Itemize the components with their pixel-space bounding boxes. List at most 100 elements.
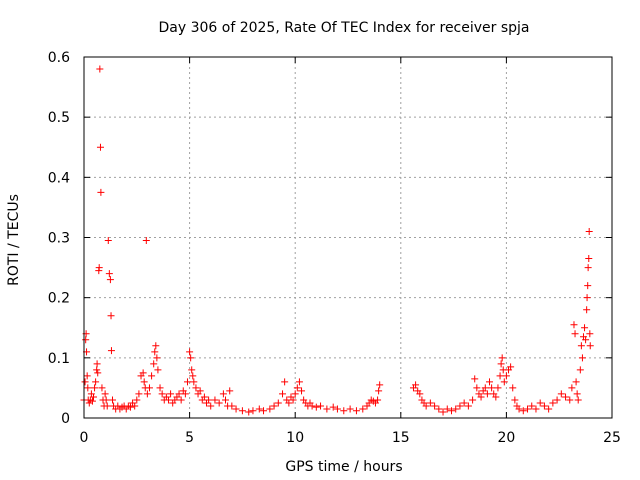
data-point [291,390,299,398]
data-point [92,378,100,386]
data-point [412,381,420,389]
data-point [443,405,451,413]
data-point [549,399,557,407]
data-point [582,336,590,344]
data-point [519,407,527,415]
data-point [507,363,515,371]
data-point [255,405,263,413]
data-point [583,294,591,302]
data-point [375,387,383,395]
data-point [586,342,594,350]
data-point [583,306,591,314]
data-point [439,408,447,416]
data-point [435,405,443,413]
data-point [524,405,532,413]
data-point [186,348,194,356]
x-tick-label: 5 [185,430,194,446]
data-point [103,402,111,410]
data-point [98,384,106,392]
data-point [107,312,115,320]
data-point [207,402,215,410]
data-point [281,378,289,386]
data-point [585,227,593,235]
data-point [416,390,424,398]
data-point [498,354,506,362]
data-point [422,402,430,410]
data-point [426,399,434,407]
data-point [97,188,105,196]
data-point [177,396,185,404]
data-point [329,403,337,411]
data-point [154,366,162,374]
x-tick-label: 10 [286,430,304,446]
y-axis-tick-labels: 0 0.1 0.2 0.3 0.4 0.5 0.6 [48,50,70,427]
data-point [464,402,472,410]
data-point [104,237,112,245]
data-point [293,384,301,392]
data-point [572,378,580,386]
data-point [477,393,485,401]
data-point [317,402,325,410]
data-point [571,330,579,338]
y-tick-label: 0.2 [48,291,70,307]
data-point [102,396,110,404]
data-point [528,402,536,410]
y-axis-label: ROTI / TECUs [6,194,22,286]
data-point [492,393,500,401]
data-point [82,336,90,344]
data-point [584,282,592,290]
data-point [148,372,156,380]
data-point [107,347,115,355]
data-point [91,384,99,392]
data-point [279,390,287,398]
data-point [158,390,166,398]
data-point [181,390,189,398]
data-point [460,399,468,407]
data-point [101,390,109,398]
data-point [532,405,540,413]
data-point [175,390,183,398]
data-point [84,384,92,392]
data-point [376,381,384,389]
data-point [333,405,341,413]
data-point [496,372,504,380]
data-point [359,405,367,413]
data-point [540,402,548,410]
data-point [219,390,227,398]
data-point [131,402,139,410]
data-point [340,407,348,415]
data-point [167,390,175,398]
data-point [205,396,213,404]
data-point [85,399,93,407]
data-point [352,407,360,415]
x-axis-label: GPS time / hours [285,459,402,475]
data-point [228,402,236,410]
data-point [126,403,134,411]
data-point [585,255,593,263]
data-point [483,390,491,398]
data-point [298,387,306,395]
data-point [183,378,191,386]
data-point [562,393,570,401]
data-point [266,405,274,413]
data-point [578,354,586,362]
data-points [80,65,594,416]
data-point [553,396,561,404]
data-point [576,366,584,374]
data-point [105,270,113,278]
data-point [494,384,502,392]
data-point [83,372,91,380]
data-point [346,405,354,413]
axis-ticks [83,56,613,419]
data-point [577,342,585,350]
data-point [447,407,455,415]
data-point [323,405,331,413]
data-point [151,348,159,356]
data-point [94,369,102,377]
data-point [481,384,489,392]
data-point [473,384,481,392]
data-point [232,405,240,413]
data-point [188,366,196,374]
data-point [249,407,257,415]
